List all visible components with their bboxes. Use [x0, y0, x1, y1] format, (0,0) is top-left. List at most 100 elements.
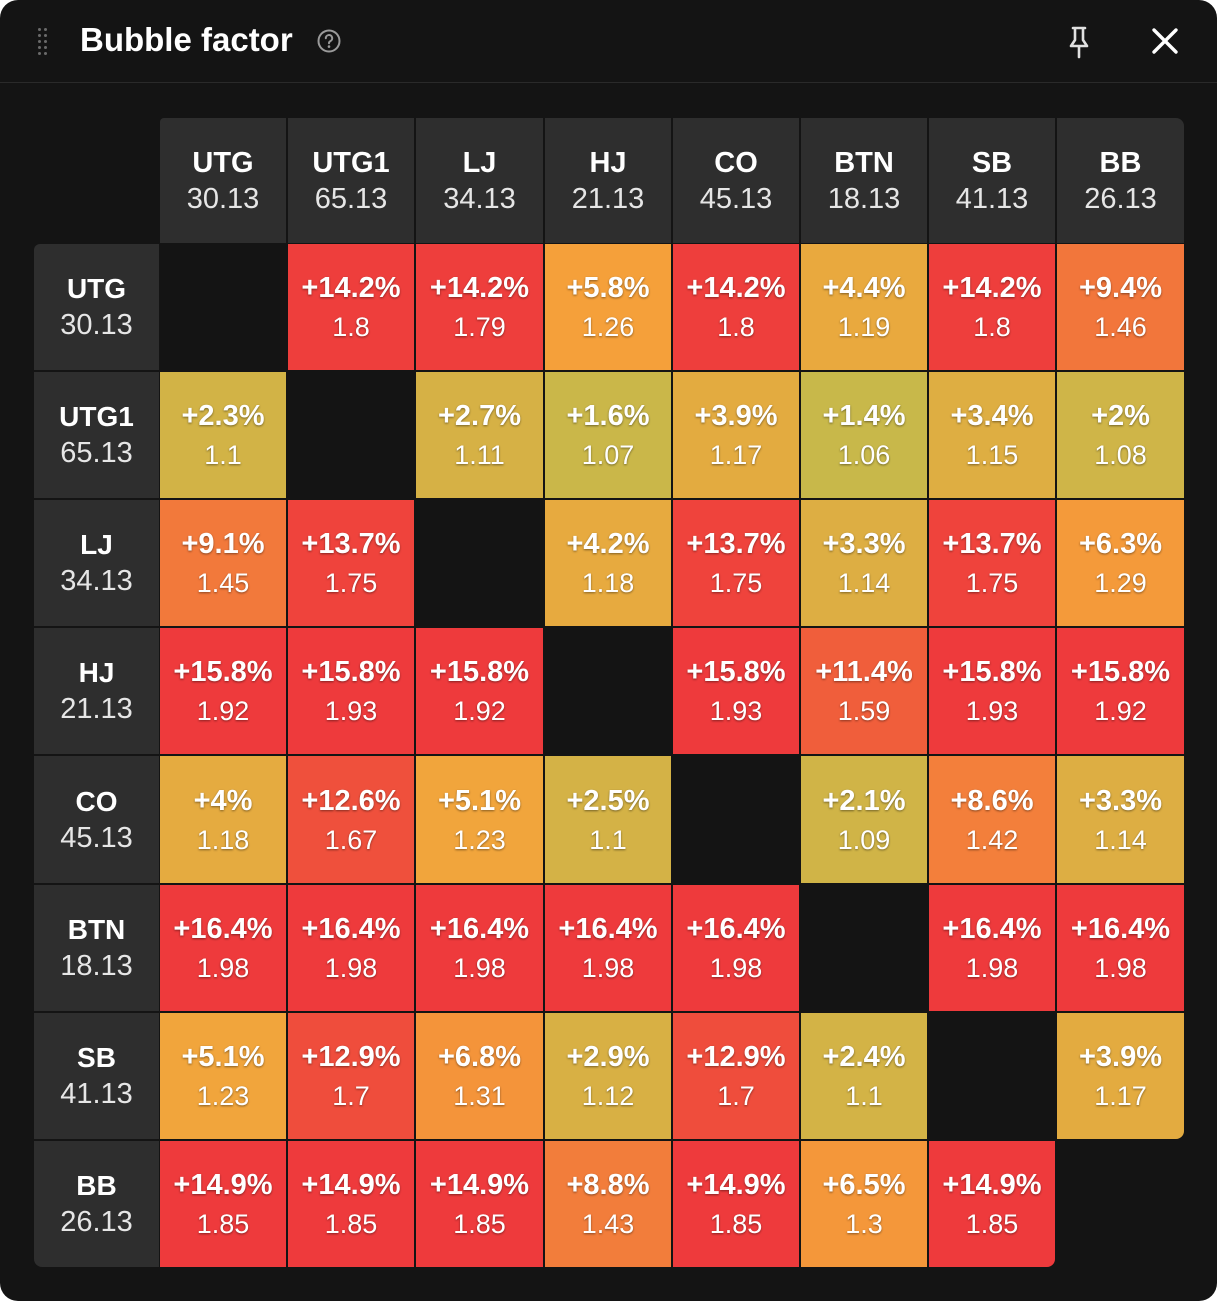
bubble-cell-factor: 1.1: [589, 824, 627, 855]
bubble-cell-factor: 1.8: [332, 312, 370, 342]
bubble-cell-factor: 1.23: [453, 824, 506, 855]
bubble-cell: +6.3% 1.29: [1057, 500, 1184, 626]
bubble-cell-percent: +6.3%: [1078, 528, 1163, 560]
bubble-cell-percent: +6.5%: [822, 1169, 906, 1201]
bubble-cell-percent: +5.1%: [181, 1041, 265, 1073]
help-circle-icon[interactable]: [316, 28, 342, 54]
bubble-cell-percent: +14.2%: [686, 272, 786, 304]
bubble-cell-percent: +16.4%: [301, 913, 401, 945]
bubble-cell: +8.6% 1.42: [929, 756, 1055, 883]
row-header-stack: 30.13: [60, 309, 133, 341]
bubble-cell: +15.8% 1.93: [288, 628, 414, 754]
row-header-stack: 65.13: [60, 437, 133, 469]
bubble-cell: +14.2% 1.8: [673, 244, 799, 370]
bubble-cell: +4.4% 1.19: [801, 244, 927, 370]
bubble-cell-factor: 1.14: [837, 568, 891, 598]
row-header-btn: BTN 18.13: [34, 885, 159, 1011]
bubble-cell-percent: +15.8%: [686, 656, 786, 688]
row-header-name: UTG: [66, 273, 127, 304]
bubble-cell: +16.4% 1.98: [288, 885, 414, 1011]
column-header-stack: 34.13: [443, 182, 516, 215]
row-header-utg1: UTG1 65.13: [34, 372, 159, 498]
bubble-cell-factor: 1.98: [709, 953, 763, 983]
bubble-cell-percent: +8.6%: [950, 784, 1034, 817]
bubble-cell: +13.7% 1.75: [288, 500, 414, 626]
bubble-cell-factor: 1.7: [332, 1081, 370, 1111]
column-header-utg1: UTG1 65.13: [288, 118, 414, 243]
row-header-name: BB: [76, 1170, 117, 1201]
bubble-cell-percent: +2.5%: [566, 784, 650, 817]
close-icon[interactable]: [1148, 24, 1182, 58]
bubble-cell-factor: 1.15: [965, 440, 1019, 470]
column-header-sb: SB 41.13: [929, 118, 1055, 243]
column-header-btn: BTN 18.13: [801, 118, 927, 243]
bubble-cell-percent: +14.9%: [429, 1169, 530, 1201]
bubble-cell: +6.5% 1.3: [801, 1141, 927, 1267]
bubble-cell-factor: 1.09: [837, 824, 891, 855]
bubble-cell-percent: +4.4%: [822, 272, 906, 304]
bubble-cell-factor: 1.43: [581, 1209, 635, 1239]
bubble-cell: +16.4% 1.98: [929, 885, 1055, 1011]
bubble-cell-percent: +2.1%: [822, 784, 906, 817]
bubble-cell-percent: +11.4%: [815, 656, 913, 688]
bubble-cell-factor: 1.23: [196, 1081, 250, 1111]
bubble-cell-factor: 1.98: [965, 953, 1019, 983]
bubble-cell-percent: +4%: [193, 784, 253, 817]
bubble-cell-factor: 1.85: [965, 1209, 1019, 1239]
bubble-cell-percent: +12.6%: [301, 784, 401, 817]
bubble-cell: +16.4% 1.98: [673, 885, 799, 1011]
row-header-sb: SB 41.13: [34, 1013, 159, 1139]
bubble-cell-percent: +13.7%: [686, 528, 786, 560]
row-header-name: SB: [77, 1042, 116, 1073]
bubble-cell: +14.2% 1.79: [416, 244, 543, 370]
bubble-cell: +14.2% 1.8: [929, 244, 1055, 370]
bubble-cell-percent: +5.8%: [566, 272, 650, 304]
column-header-name: BB: [1099, 146, 1142, 179]
column-header-stack: 26.13: [1084, 182, 1157, 215]
column-header-lj: LJ 34.13: [416, 118, 543, 243]
bubble-cell: +14.9% 1.85: [929, 1141, 1055, 1267]
row-header-hj: HJ 21.13: [34, 628, 159, 754]
bubble-cell: +3.3% 1.14: [801, 500, 927, 626]
bubble-cell-factor: 1.12: [581, 1081, 635, 1111]
bubble-cell-percent: +16.4%: [942, 913, 1042, 945]
bubble-cell: +11.4% 1.59: [801, 628, 927, 754]
bubble-cell-percent: +16.4%: [429, 913, 530, 945]
column-header-stack: 30.13: [186, 182, 260, 215]
bubble-cell-percent: +8.8%: [566, 1169, 650, 1201]
bubble-cell-percent: +2.3%: [181, 400, 265, 432]
bubble-cell: +14.2% 1.8: [288, 244, 414, 370]
bubble-cell: +16.4% 1.98: [160, 885, 286, 1011]
bubble-cell-percent: +14.2%: [429, 272, 530, 304]
bubble-cell-factor: 1.18: [581, 568, 635, 598]
bubble-cell: +2.3% 1.1: [160, 372, 286, 498]
bubble-cell-factor: 1.85: [709, 1209, 763, 1239]
column-header-stack: 65.13: [314, 182, 388, 215]
bubble-cell: +6.8% 1.31: [416, 1013, 543, 1139]
bubble-cell: +1.4% 1.06: [801, 372, 927, 498]
bubble-cell-percent: +3.9%: [694, 400, 778, 432]
bubble-cell-percent: +5.1%: [437, 784, 522, 817]
bubble-cell-factor: 1.98: [1094, 953, 1147, 983]
bubble-cell-percent: +3.9%: [1078, 1041, 1163, 1073]
bubble-cell-factor: 1.75: [965, 568, 1019, 598]
bubble-cell-factor: 1.42: [965, 824, 1019, 855]
bubble-cell: +2.1% 1.09: [801, 756, 927, 883]
bubble-cell: +9.4% 1.46: [1057, 244, 1184, 370]
bubble-cell: +9.1% 1.45: [160, 500, 286, 626]
title-bar: Bubble factor: [0, 0, 1217, 83]
bubble-cell-percent: +16.4%: [1070, 913, 1171, 945]
bubble-cell-factor: 1.98: [453, 953, 506, 983]
bubble-cell: +15.8% 1.93: [673, 628, 799, 754]
drag-handle-icon[interactable]: [38, 28, 50, 56]
bubble-cell-factor: 1.17: [709, 440, 763, 470]
pin-icon[interactable]: [1064, 24, 1094, 60]
bubble-cell: +2.9% 1.12: [545, 1013, 671, 1139]
bubble-cell-percent: +15.8%: [173, 656, 273, 688]
bubble-cell: +16.4% 1.98: [416, 885, 543, 1011]
bubble-cell-factor: 1.46: [1094, 312, 1147, 342]
bubble-cell-factor: 1.85: [196, 1209, 250, 1239]
bubble-cell-factor: 1.7: [717, 1081, 755, 1111]
bubble-cell: +2% 1.08: [1057, 372, 1184, 498]
bubble-cell-percent: +2.4%: [822, 1041, 906, 1073]
